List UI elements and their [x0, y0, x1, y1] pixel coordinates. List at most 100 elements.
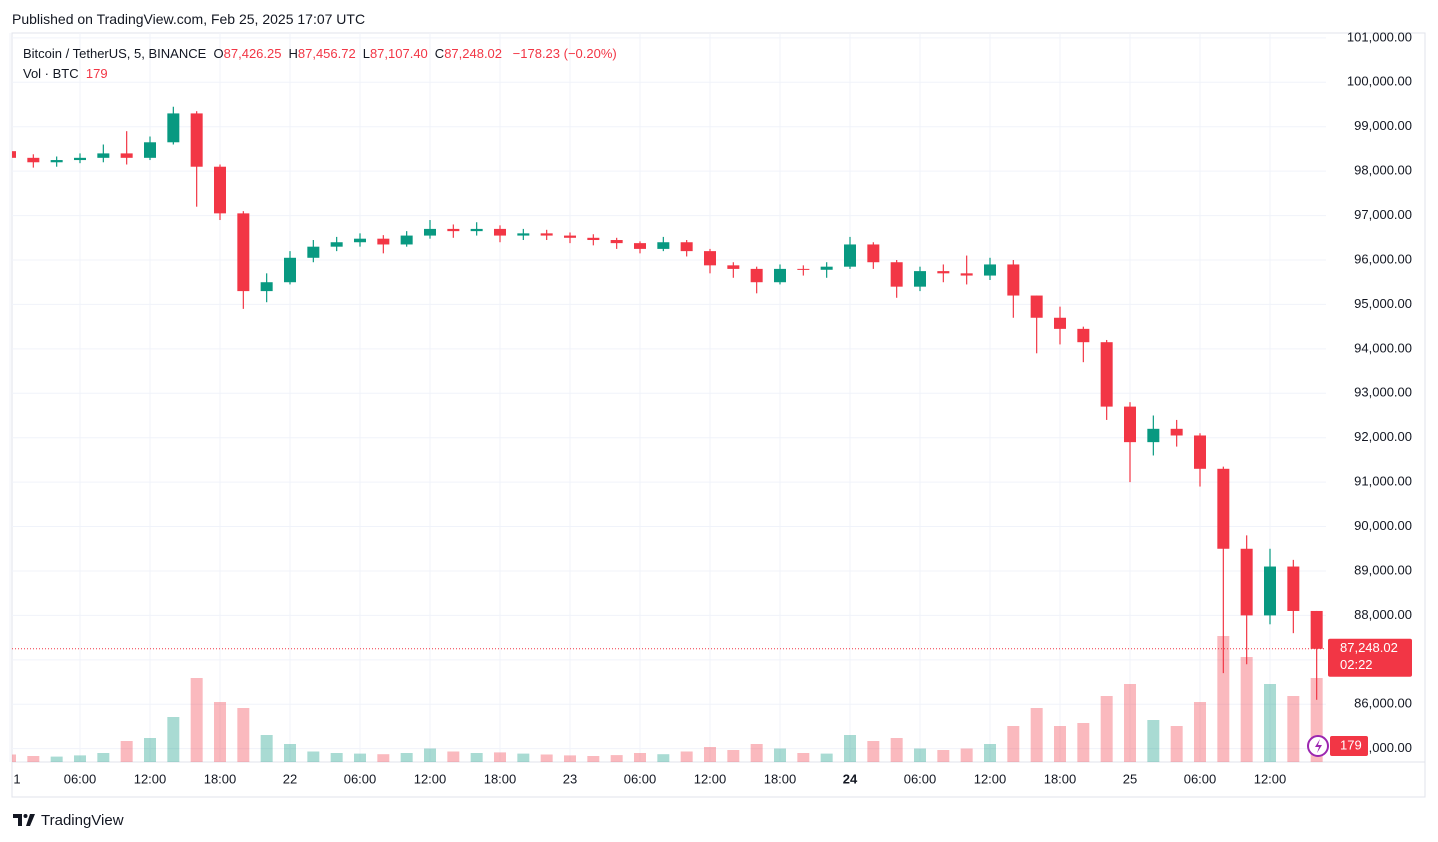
candle-body — [820, 266, 833, 270]
volume-bar — [1170, 726, 1183, 762]
candle-body — [1194, 435, 1206, 469]
candle-body — [680, 242, 693, 252]
volume-bar — [307, 751, 320, 762]
candle-body — [470, 228, 483, 232]
volume-bar — [937, 750, 950, 762]
candle-body — [914, 271, 926, 287]
candle-body — [704, 251, 716, 266]
candle-body — [12, 151, 16, 158]
ohlc: O87,426.25 H87,456.72 L87,107.40 C87,248.02 — [214, 46, 510, 61]
volume-bar — [12, 754, 16, 762]
candle-body — [844, 244, 856, 267]
volume-bar — [727, 750, 740, 762]
candle-body — [1217, 468, 1230, 549]
candle-body — [354, 238, 366, 243]
y-tick-label: 100,000.00 — [1347, 74, 1412, 89]
ohlc-label: O — [213, 46, 224, 61]
ohlc-label: H — [288, 46, 298, 61]
plot — [12, 106, 1323, 762]
volume-bar — [1077, 723, 1090, 762]
volume-bar — [377, 754, 390, 762]
x-tick-label: 23 — [563, 771, 577, 786]
y-tick-label: 93,000.00 — [1354, 385, 1412, 400]
y-tick-label: 89,000.00 — [1354, 562, 1412, 577]
volume-bar — [330, 753, 343, 762]
x-tick-label: 06:00 — [624, 771, 657, 786]
y-tick-label: 86,000.00 — [1354, 696, 1412, 711]
volume-bar — [1124, 684, 1136, 762]
y-tick-label: 85,000.00 — [1354, 740, 1412, 755]
candle-body — [937, 271, 950, 274]
volume-bar — [214, 702, 226, 762]
candle-body — [144, 142, 156, 158]
volume-title: Vol · BTC — [23, 66, 79, 81]
candle-body — [447, 228, 460, 232]
candle-body — [27, 157, 40, 163]
volume-bar — [50, 756, 63, 762]
brand[interactable]: TradingView — [41, 812, 124, 829]
chart-frame — [11, 32, 1426, 798]
axes: 85,000.0086,000.0087,000.0088,000.0089,0… — [12, 29, 1412, 786]
y-tick-label: 90,000.00 — [1354, 518, 1412, 533]
volume-bar — [867, 741, 880, 762]
volume-bar — [1240, 657, 1253, 762]
candle-body — [377, 238, 390, 245]
candle-body — [237, 213, 250, 292]
volume-bar — [610, 755, 623, 762]
candle-body — [587, 237, 600, 241]
volume-bar — [1007, 726, 1020, 762]
candle-body — [610, 240, 623, 244]
ohlc-value: 87,456.72 — [297, 46, 356, 61]
candle-body — [74, 157, 86, 161]
candle-body — [50, 160, 63, 163]
candle-body — [307, 246, 320, 258]
volume-bar — [144, 738, 156, 762]
candle-body — [727, 265, 740, 269]
volume-bar — [564, 755, 576, 762]
candle-body — [1124, 406, 1136, 443]
volume-bar — [914, 748, 926, 762]
volume-bar — [844, 735, 856, 762]
volume-bar — [167, 717, 180, 762]
ohlc-value: 87,107.40 — [369, 46, 428, 61]
volume-bar — [97, 753, 110, 762]
y-tick-label: 94,000.00 — [1354, 340, 1412, 355]
volume-bar — [27, 756, 40, 762]
x-tick-label: 22 — [283, 771, 297, 786]
x-tick-label: 18:00 — [204, 771, 237, 786]
volume-bar — [1287, 696, 1300, 762]
candle-body — [214, 166, 226, 214]
candle-body — [167, 113, 180, 143]
volume-bar — [820, 753, 833, 762]
candle-body — [1030, 295, 1043, 318]
last-price-label: 87,248.02 — [1340, 640, 1398, 655]
y-tick-label: 97,000.00 — [1354, 207, 1412, 222]
candle-body — [97, 153, 110, 158]
volume-bar — [494, 752, 506, 762]
volume-legend: Vol · BTC 179 — [23, 66, 108, 81]
candle-body — [1287, 566, 1300, 611]
candle-body — [750, 268, 763, 283]
candle-body — [634, 243, 646, 249]
candle-body — [867, 244, 880, 263]
last-price-badge — [1328, 638, 1412, 677]
volume-bar — [657, 754, 670, 762]
volume-badge — [1330, 736, 1368, 756]
volume-bar — [1264, 684, 1276, 762]
y-tick-label: 91,000.00 — [1354, 474, 1412, 489]
candle-body — [190, 113, 203, 167]
candle-body — [1100, 342, 1113, 407]
volume-bar — [1054, 726, 1066, 762]
volume-bar — [517, 753, 530, 762]
volume-bar — [1147, 720, 1160, 762]
x-tick-label: 12:00 — [974, 771, 1007, 786]
candle-body — [890, 262, 903, 287]
x-tick-label: 12:00 — [694, 771, 727, 786]
candle-body — [1147, 428, 1160, 443]
candle-body — [494, 228, 506, 236]
candle-body — [564, 235, 576, 238]
x-tick-label: 06:00 — [1184, 771, 1217, 786]
volume-bar — [960, 748, 973, 762]
candle-body — [330, 242, 343, 247]
